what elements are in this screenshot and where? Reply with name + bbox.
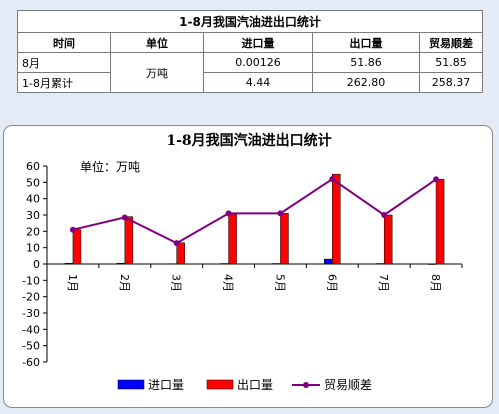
export-bar [332,173,341,265]
y-tick-label: -30 [22,307,40,320]
x-tick-label: 3月 [170,274,183,292]
x-tick-label: 2月 [118,274,131,292]
x-tick-label: 6月 [325,274,338,292]
export-bar [124,216,134,265]
cell-surplus: 258.37 [419,72,483,93]
y-tick-label: -20 [22,291,40,304]
unit-label: 单位：万吨 [80,159,140,174]
surplus-point [277,210,284,217]
export-bar [228,213,237,265]
chart-title: 1-8月我国汽油进出口统计 [166,132,331,149]
export-bar [72,229,82,265]
surplus-point [329,176,336,183]
table-row: 8月 万吨 0.00126 51.86 51.85 [17,52,483,93]
import-bar [375,263,385,265]
y-tick-label: 10 [26,242,40,255]
import-bar [168,263,177,265]
header-export: 出口量 [312,32,420,53]
import-bar [427,263,437,265]
export-bar [435,179,445,265]
import-bar [64,262,74,265]
surplus-point [121,214,128,221]
export-bar [280,213,289,265]
header-surplus: 贸易顺差 [419,32,483,53]
legend-marker-surplus [303,382,309,388]
cell-surplus: 51.85 [419,52,483,73]
surplus-point [225,210,232,217]
legend-label-import: 进口量 [148,378,184,392]
y-tick-label: 40 [26,193,40,206]
x-tick-label: 7月 [377,274,390,292]
cell-import: 4.44 [203,72,313,93]
export-bar [176,242,185,265]
surplus-line [72,177,437,245]
surplus-point [433,176,440,183]
table-row: 1-8月累计 4.44 262.80 258.37 [17,72,483,93]
y-tick-label: -50 [22,340,40,353]
legend-swatch-import [117,379,145,390]
legend-label-surplus: 贸易顺差 [324,378,372,392]
y-tick-label: -40 [22,323,40,336]
y-tick-label: 60 [26,160,40,173]
y-tick-label: 30 [26,209,40,222]
surplus-point [381,212,388,218]
cell-unit: 万吨 [110,52,204,93]
y-tick-label: -10 [22,274,40,287]
cell-period: 1-8月累计 [17,72,111,93]
y-tick-label: 50 [26,176,40,189]
y-tick-label: -60 [22,356,40,369]
cell-period: 8月 [17,52,111,73]
table-header-row: 时间 单位 进口量 出口量 贸易顺差 [17,32,483,53]
x-tick-label: 1月 [66,274,79,292]
cell-export: 262.80 [312,72,420,93]
stats-table: 1-8月我国汽油进出口统计 时间 单位 进口量 出口量 贸易顺差 8月 万吨 0… [17,10,483,93]
surplus-point [69,226,76,233]
import-bar [220,263,229,265]
legend-swatch-export [206,379,234,390]
import-bar [116,262,126,265]
x-tick-label: 8月 [429,274,442,292]
x-tick-label: 5月 [273,274,286,292]
import-bar [324,258,333,265]
legend-label-export: 出口量 [237,378,273,392]
chart-frame [3,125,493,408]
cell-import: 0.00126 [203,52,313,73]
export-bar [383,214,393,265]
y-tick-label: 20 [26,225,40,238]
import-bar [272,263,281,265]
x-tick-label: 4月 [222,274,235,292]
y-tick-label: 0 [33,258,40,271]
surplus-point [173,240,180,247]
